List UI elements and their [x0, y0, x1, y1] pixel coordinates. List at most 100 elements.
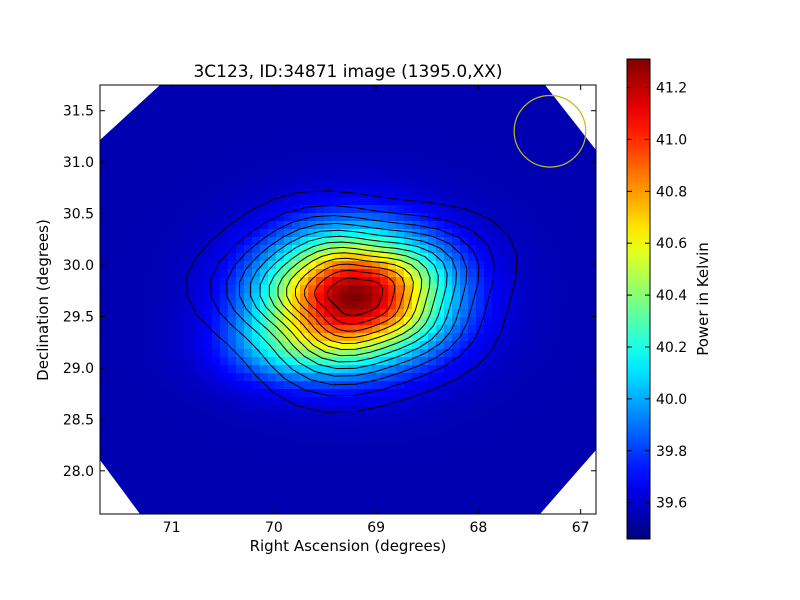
heatmap-cell — [324, 309, 333, 318]
heatmap-cell — [548, 109, 557, 118]
heatmap-cell — [268, 221, 277, 230]
heatmap-cell — [460, 85, 469, 94]
heatmap-cell — [444, 333, 453, 342]
heatmap-cell — [364, 389, 373, 398]
heatmap-cell — [188, 229, 197, 238]
heatmap-cell — [260, 245, 269, 254]
heatmap-cell — [396, 389, 405, 398]
heatmap-cell — [588, 245, 596, 254]
heatmap-cell — [212, 293, 221, 302]
heatmap-cell — [188, 413, 197, 422]
heatmap-cell — [356, 437, 365, 446]
heatmap-cell — [516, 285, 525, 294]
heatmap-cell — [428, 93, 437, 102]
heatmap-cell — [260, 493, 269, 502]
heatmap-cell — [244, 325, 253, 334]
heatmap-cell — [268, 269, 277, 278]
heatmap-cell — [348, 293, 357, 302]
heatmap-cell — [404, 405, 413, 414]
heatmap-cell — [532, 333, 541, 342]
heatmap-cell — [260, 93, 269, 102]
heatmap-cell — [388, 469, 397, 478]
heatmap-cell — [260, 477, 269, 486]
heatmap-cell — [372, 493, 381, 502]
heatmap-cell — [132, 309, 141, 318]
heatmap-cell — [436, 133, 445, 142]
heatmap-cell — [292, 445, 301, 454]
heatmap-cell — [532, 141, 541, 150]
heatmap-cell — [156, 261, 165, 270]
heatmap-cell — [220, 453, 229, 462]
heatmap-cell — [196, 245, 205, 254]
heatmap-cell — [276, 261, 285, 270]
heatmap-cell — [372, 325, 381, 334]
heatmap-cell — [220, 109, 229, 118]
heatmap-cell — [260, 365, 269, 374]
heatmap-cell — [356, 293, 365, 302]
heatmap-cell — [100, 365, 109, 374]
heatmap-cell — [212, 469, 221, 478]
heatmap-cell — [244, 109, 253, 118]
heatmap-cell — [204, 341, 213, 350]
heatmap-cell — [108, 221, 117, 230]
heatmap-cell — [284, 349, 293, 358]
heatmap-cell — [396, 325, 405, 334]
heatmap-cell — [468, 149, 477, 158]
heatmap-cell — [340, 245, 349, 254]
heatmap-cell — [436, 429, 445, 438]
heatmap-cell — [364, 301, 373, 310]
heatmap-cell — [508, 261, 517, 270]
heatmap-cell — [132, 125, 141, 134]
heatmap-cell — [108, 237, 117, 246]
heatmap-cell — [316, 501, 325, 510]
heatmap-cell — [572, 285, 581, 294]
heatmap-cell — [564, 397, 573, 406]
heatmap-cell — [364, 357, 373, 366]
heatmap-cell — [500, 245, 509, 254]
heatmap-cell — [236, 285, 245, 294]
heatmap-cell — [428, 445, 437, 454]
heatmap-cell — [524, 285, 533, 294]
heatmap-cell — [284, 117, 293, 126]
heatmap-cell — [108, 261, 117, 270]
heatmap-cell — [548, 165, 557, 174]
heatmap-cell — [372, 373, 381, 382]
heatmap-cell — [500, 133, 509, 142]
heatmap-cell — [540, 413, 549, 422]
heatmap-cell — [452, 453, 461, 462]
heatmap-cell — [116, 317, 125, 326]
heatmap-cell — [388, 429, 397, 438]
heatmap-cell — [524, 181, 533, 190]
heatmap-cell — [276, 93, 285, 102]
contour-line — [304, 263, 405, 332]
heatmap-cell — [308, 117, 317, 126]
heatmap-cell — [476, 285, 485, 294]
heatmap-cell — [572, 205, 581, 214]
heatmap-cell — [180, 493, 189, 502]
heatmap-cell — [484, 381, 493, 390]
heatmap-cell — [404, 309, 413, 318]
heatmap-cell — [244, 205, 253, 214]
heatmap-cell — [380, 381, 389, 390]
heatmap-cell — [460, 165, 469, 174]
heatmap-cell — [380, 133, 389, 142]
heatmap-cell — [444, 85, 453, 94]
heatmap-cell — [292, 205, 301, 214]
heatmap-cell — [204, 389, 213, 398]
heatmap-cell — [452, 397, 461, 406]
heatmap-cell — [244, 157, 253, 166]
heatmap-cell — [332, 213, 341, 222]
heatmap-cell — [164, 213, 173, 222]
heatmap-cell — [540, 253, 549, 262]
heatmap-cell — [308, 253, 317, 262]
heatmap-cell — [124, 485, 133, 494]
heatmap-cell — [516, 477, 525, 486]
heatmap-cell — [132, 221, 141, 230]
heatmap-cell — [348, 101, 357, 110]
heatmap-cell — [436, 237, 445, 246]
heatmap-cell — [164, 341, 173, 350]
heatmap-cell — [484, 181, 493, 190]
heatmap-cell — [492, 349, 501, 358]
heatmap-cell — [380, 453, 389, 462]
heatmap-cell — [420, 117, 429, 126]
